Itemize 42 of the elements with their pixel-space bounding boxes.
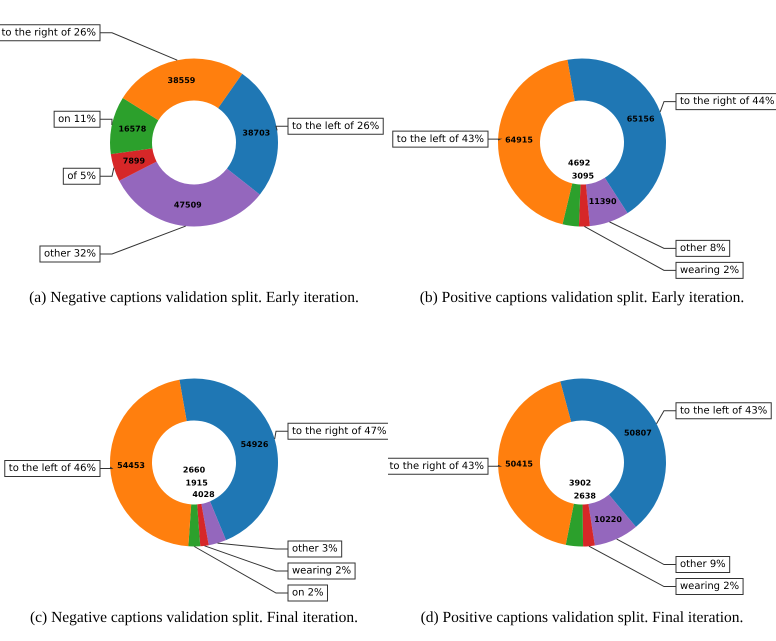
data-label: 3902: [568, 478, 592, 488]
slice-label: to the right of 47%: [292, 426, 387, 437]
data-label: 2660: [182, 466, 206, 475]
slice-label: to the right of 43%: [389, 460, 484, 472]
slice-label: other 3%: [292, 544, 338, 555]
slice-label: to the left of 43%: [680, 405, 768, 416]
slice-label: to the left of 46%: [8, 463, 96, 474]
slice-label: other 8%: [680, 242, 726, 254]
text: (b) Positive captions validation split. Early iteration.: [418, 289, 746, 307]
data-label: 47509: [174, 200, 202, 210]
data-label: 38559: [168, 76, 196, 85]
slice-label: wearing 2%: [680, 264, 740, 276]
data-label: 4028: [192, 490, 216, 500]
slice-label: other 9%: [680, 559, 726, 570]
data-label: 38703: [242, 128, 270, 138]
slice-label: on 11%: [58, 114, 96, 125]
data-label: 54926: [240, 440, 269, 449]
data-label: 10220: [594, 514, 622, 524]
data-label: 3095: [572, 172, 595, 181]
data-label: 16578: [118, 124, 147, 134]
data-label: 11390: [588, 197, 617, 206]
data-label: 1915: [185, 478, 208, 488]
data-label: 54453: [117, 460, 146, 470]
data-label: 7899: [122, 156, 146, 166]
data-label: 4692: [568, 158, 590, 168]
slice-label: wearing 2%: [292, 566, 352, 577]
data-label: 64915: [505, 136, 534, 145]
text: (c) Negative captions validation split. Final iteration.: [29, 609, 359, 627]
slice-label: to the right of 26%: [1, 27, 96, 38]
slice-label: on 2%: [292, 588, 324, 599]
data-label: 50415: [505, 460, 534, 469]
slice-label: of 5%: [67, 170, 96, 182]
slice-label: wearing 2%: [680, 581, 740, 592]
slice-label: to the left of 26%: [292, 120, 380, 132]
slice-label: other 32%: [44, 248, 96, 260]
text: (d) Positive captions validation split. Final iteration.: [420, 609, 744, 627]
data-label: 65156: [626, 114, 655, 124]
text: (a) Negative captions validation split. Early iteration.: [28, 289, 360, 307]
data-label: 50807: [624, 428, 652, 438]
slice-label: to the right of 44%: [680, 96, 775, 108]
data-label: 2638: [574, 491, 596, 500]
slice-label: to the left of 43%: [396, 134, 484, 145]
